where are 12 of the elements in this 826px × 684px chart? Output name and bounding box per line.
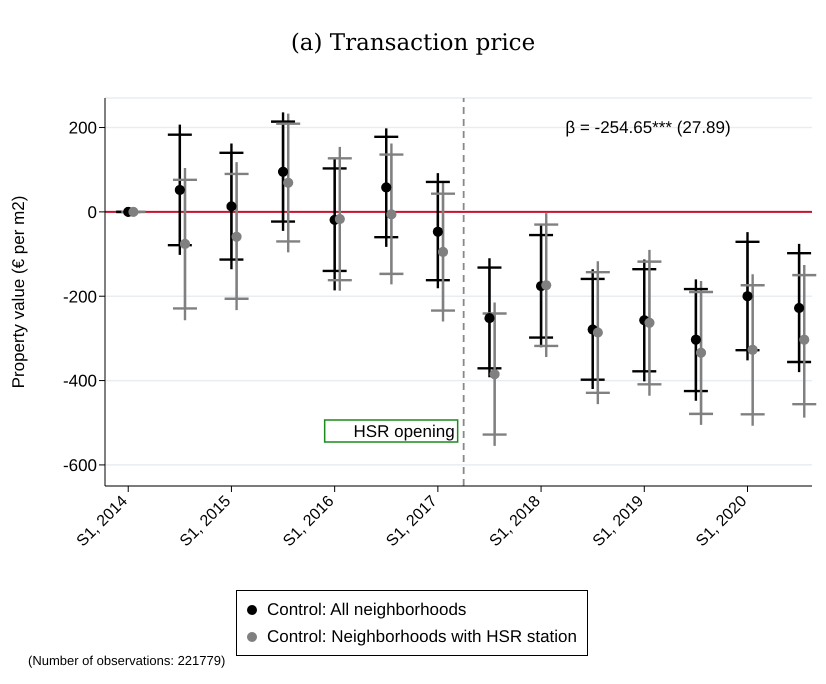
text: (Number of observations: 221779) bbox=[28, 653, 226, 668]
y-tick-label: -200 bbox=[62, 287, 97, 306]
y-tick-label: -600 bbox=[62, 456, 97, 475]
legend-label: Control: All neighborhoods bbox=[267, 599, 466, 621]
annotation: β = -254.65*** (27.89) bbox=[564, 118, 732, 138]
y-tick-label: -400 bbox=[62, 372, 97, 391]
annotation: HSR opening bbox=[354, 422, 455, 441]
y-axis-title: Property value (€ per m2) bbox=[9, 196, 28, 388]
y-tick-label: 200 bbox=[68, 118, 97, 138]
legend-label: Control: Neighborhoods with HSR station bbox=[267, 626, 577, 648]
y-tick-label: 0 bbox=[88, 202, 97, 222]
chart-title: (a) Transaction price bbox=[290, 30, 536, 56]
